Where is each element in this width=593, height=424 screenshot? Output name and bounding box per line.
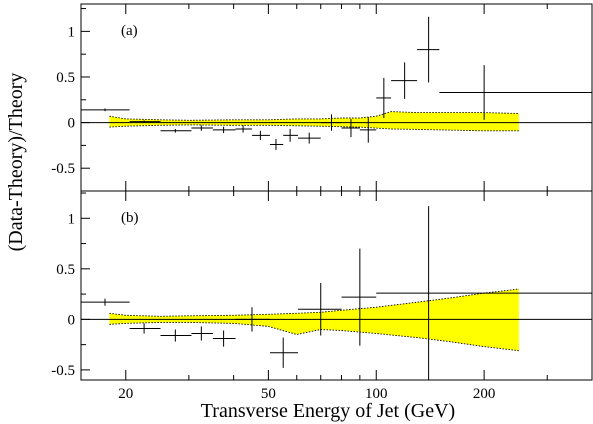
y-tick-label: -0.5 [51, 363, 75, 379]
panel-label: (b) [121, 210, 139, 226]
y-tick-label: 0.5 [56, 262, 75, 278]
data-point [321, 114, 342, 130]
y-tick-label: 1 [68, 24, 76, 40]
panel-frame [81, 191, 592, 380]
data-point [191, 326, 212, 340]
data-point [213, 127, 236, 133]
panel-a: -0.5 0 0.5 1 (a) [51, 4, 592, 191]
theory-band [109, 112, 519, 131]
x-axis-label: Transverse Energy of Jet (GeV) [201, 400, 455, 422]
data-point [417, 17, 439, 83]
y-tick-label: 0 [68, 312, 76, 328]
y-tick-label: 1 [68, 211, 76, 227]
data-point [439, 65, 592, 120]
panel-b: -0.5 0 0.5 1 (b) [51, 191, 592, 380]
data-point [252, 131, 270, 140]
data-point [270, 338, 298, 368]
data-point [81, 299, 130, 306]
data-point [161, 129, 192, 133]
data-point [213, 330, 236, 346]
y-axis-label: (Data-Theory)/Theory [5, 73, 27, 252]
panel-frame [81, 4, 592, 191]
data-point [130, 323, 161, 333]
y-tick-label: 0.5 [56, 70, 75, 86]
data-point [161, 329, 192, 341]
data-point [376, 206, 592, 380]
data-point [236, 125, 252, 132]
data-point [298, 133, 321, 144]
x-tick-label: 20 [118, 386, 133, 402]
data-point [270, 139, 283, 150]
x-tick-label: 200 [473, 386, 496, 402]
data-point [191, 125, 212, 130]
panel-label: (a) [121, 23, 138, 39]
y-tick-label: -0.5 [51, 161, 75, 177]
data-point [283, 129, 298, 142]
data-point [391, 62, 417, 98]
y-tick-label: 0 [68, 116, 76, 132]
data-point [81, 108, 130, 111]
data-point [236, 307, 270, 331]
data-point [376, 78, 391, 118]
